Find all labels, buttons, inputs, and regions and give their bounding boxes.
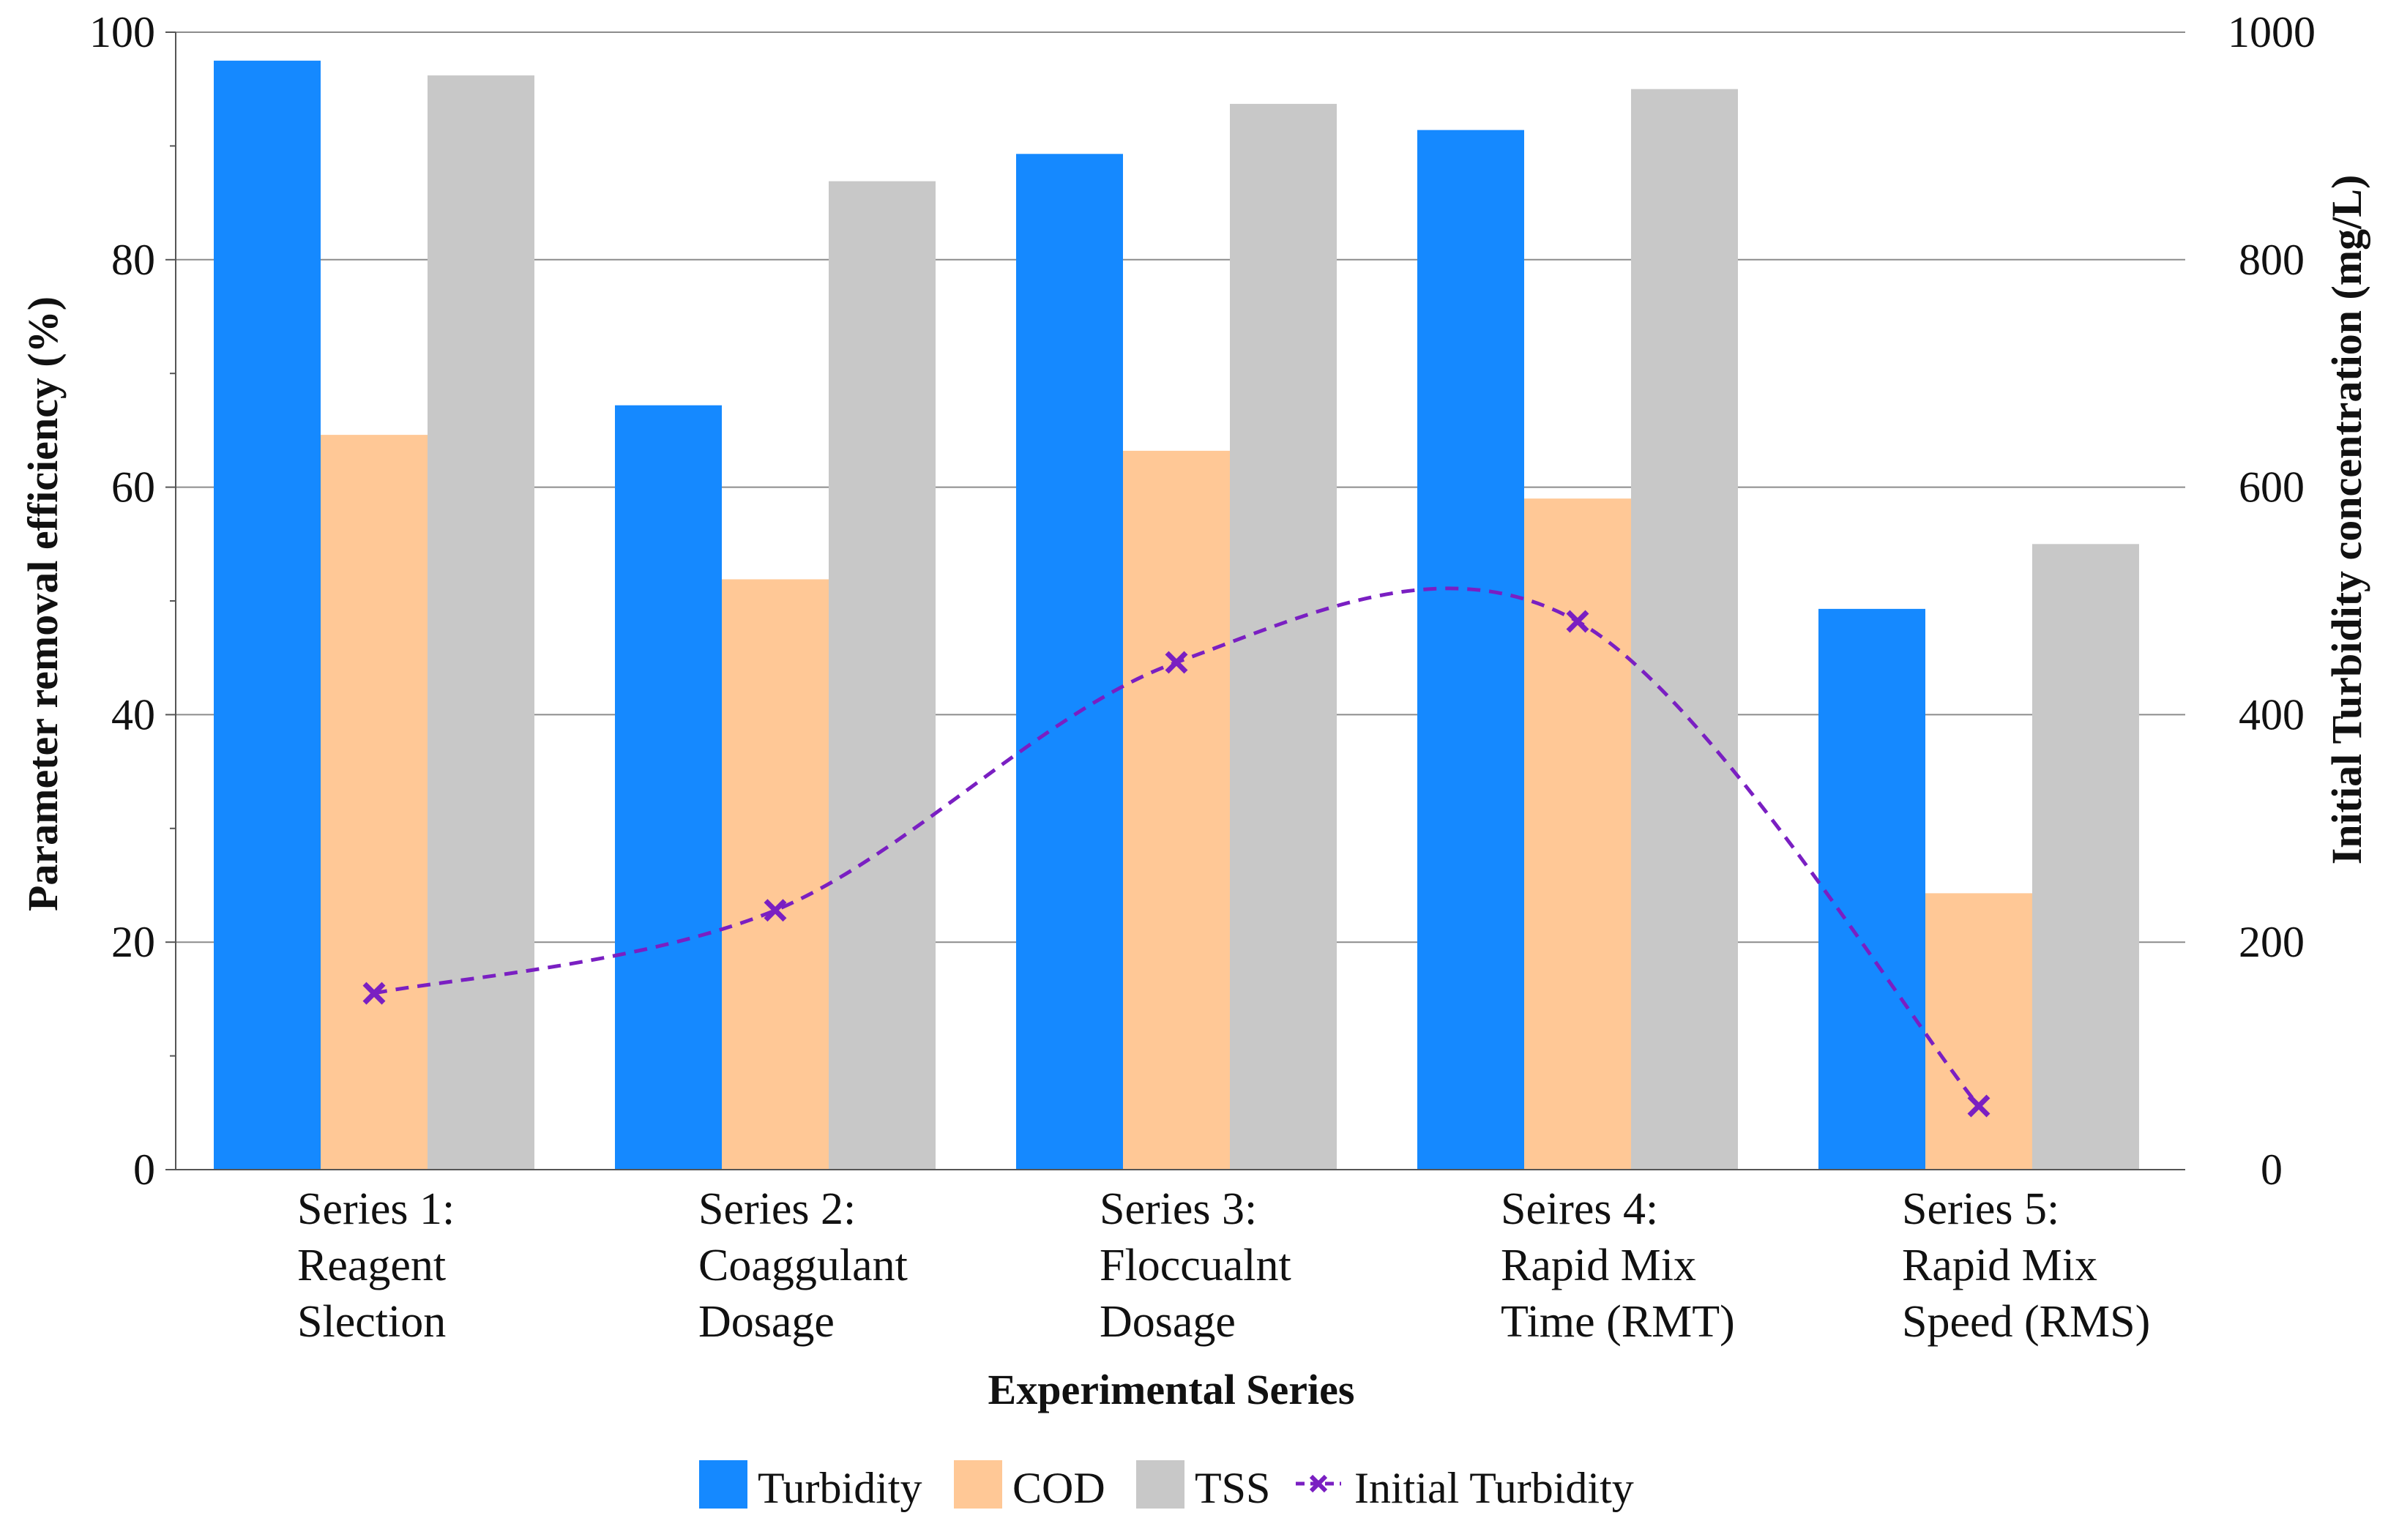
y2-tick-label-2: 400 xyxy=(2239,690,2305,739)
category-label-1-line-2: Reagent xyxy=(297,1241,446,1290)
legend-initial-turbidity-marker-b xyxy=(1309,1474,1328,1493)
category-label-5-line-3: Speed (RMS) xyxy=(1902,1297,2150,1347)
y-tick-label-4: 80 xyxy=(111,236,155,284)
category-label-2-line-1: Series 2: xyxy=(698,1184,856,1234)
marker-stroke-b xyxy=(362,982,386,1005)
category-label-2-line-3: Dosage xyxy=(698,1297,835,1347)
bars-layer xyxy=(214,60,2139,1170)
category-label-3-line-2: Floccualnt xyxy=(1100,1241,1291,1290)
legend: Turbidity COD TSS Initial Turbidity xyxy=(699,1460,1634,1512)
x-axis-title: Experimental Series xyxy=(988,1366,1355,1413)
legend-tss-label: TSS xyxy=(1195,1464,1270,1512)
bar-turbidity-1 xyxy=(214,60,321,1170)
legend-initial-turbidity-label: Initial Turbidity xyxy=(1354,1464,1634,1512)
category-label-1-line-3: Slection xyxy=(297,1297,446,1347)
legend-turbidity-swatch xyxy=(699,1460,747,1509)
category-label-1-line-1: Series 1: xyxy=(297,1184,455,1234)
y-tick-label-5: 100 xyxy=(89,8,155,56)
y-tick-label-2: 40 xyxy=(111,690,155,739)
marker-stroke-b xyxy=(1165,651,1188,674)
bar-cod-3 xyxy=(1123,450,1230,1170)
marker-initial-turbidity-1 xyxy=(362,982,386,1005)
bar-tss-1 xyxy=(428,75,534,1170)
category-label-4-line-2: Rapid Mix xyxy=(1501,1241,1696,1290)
y2-axis-title: Initial Turbidity concentration (mg/L) xyxy=(2323,175,2370,865)
bar-tss-4 xyxy=(1631,89,1738,1170)
legend-cod-swatch xyxy=(954,1460,1002,1509)
legend-tss-swatch xyxy=(1136,1460,1184,1509)
marker-stroke-b xyxy=(1566,610,1589,633)
line-initial-turbidity xyxy=(373,586,1980,1107)
bar-cod-1 xyxy=(321,435,428,1170)
marker-initial-turbidity-2 xyxy=(764,899,787,922)
y-tick-label-3: 60 xyxy=(111,463,155,512)
bar-tss-2 xyxy=(829,181,936,1170)
marker-initial-turbidity-4 xyxy=(1566,610,1589,633)
bar-turbidity-4 xyxy=(1417,130,1524,1170)
bar-turbidity-2 xyxy=(615,405,722,1170)
y-tick-label-0: 0 xyxy=(133,1145,155,1194)
marker-initial-turbidity-5 xyxy=(1967,1094,1990,1118)
legend-cod-label: COD xyxy=(1012,1464,1105,1512)
category-label-3-line-3: Dosage xyxy=(1100,1297,1236,1347)
legend-turbidity-label: Turbidity xyxy=(758,1464,922,1512)
y-axis-title: Parameter removal efficiency (%) xyxy=(19,296,67,911)
category-label-4-line-3: Time (RMT) xyxy=(1501,1297,1735,1347)
axes-layer xyxy=(165,31,2185,1170)
line-layer xyxy=(362,586,1990,1118)
category-label-5-line-1: Series 5: xyxy=(1902,1184,2059,1234)
bar-cod-2 xyxy=(722,579,829,1170)
marker-stroke-b xyxy=(764,899,787,922)
y-tick-label-1: 20 xyxy=(111,918,155,966)
bar-cod-5 xyxy=(1925,893,2032,1170)
bar-turbidity-3 xyxy=(1016,154,1123,1170)
marker-stroke-b xyxy=(1967,1094,1990,1118)
y2-tick-label-1: 200 xyxy=(2239,918,2305,966)
category-label-2-line-2: Coaggulant xyxy=(698,1241,908,1290)
y2-tick-label-4: 800 xyxy=(2239,236,2305,284)
y2-tick-label-0: 0 xyxy=(2261,1145,2283,1194)
category-label-4-line-1: Seires 4: xyxy=(1501,1184,1658,1234)
bar-cod-4 xyxy=(1524,498,1631,1170)
bar-turbidity-5 xyxy=(1818,608,1925,1170)
category-label-5-line-2: Rapid Mix xyxy=(1902,1241,2097,1290)
bar-tss-5 xyxy=(2032,544,2139,1170)
y2-tick-label-5: 1000 xyxy=(2228,8,2316,56)
y2-tick-label-3: 600 xyxy=(2239,463,2305,512)
category-label-3-line-1: Series 3: xyxy=(1100,1184,1257,1234)
bar-tss-3 xyxy=(1230,103,1337,1170)
marker-initial-turbidity-3 xyxy=(1165,651,1188,674)
